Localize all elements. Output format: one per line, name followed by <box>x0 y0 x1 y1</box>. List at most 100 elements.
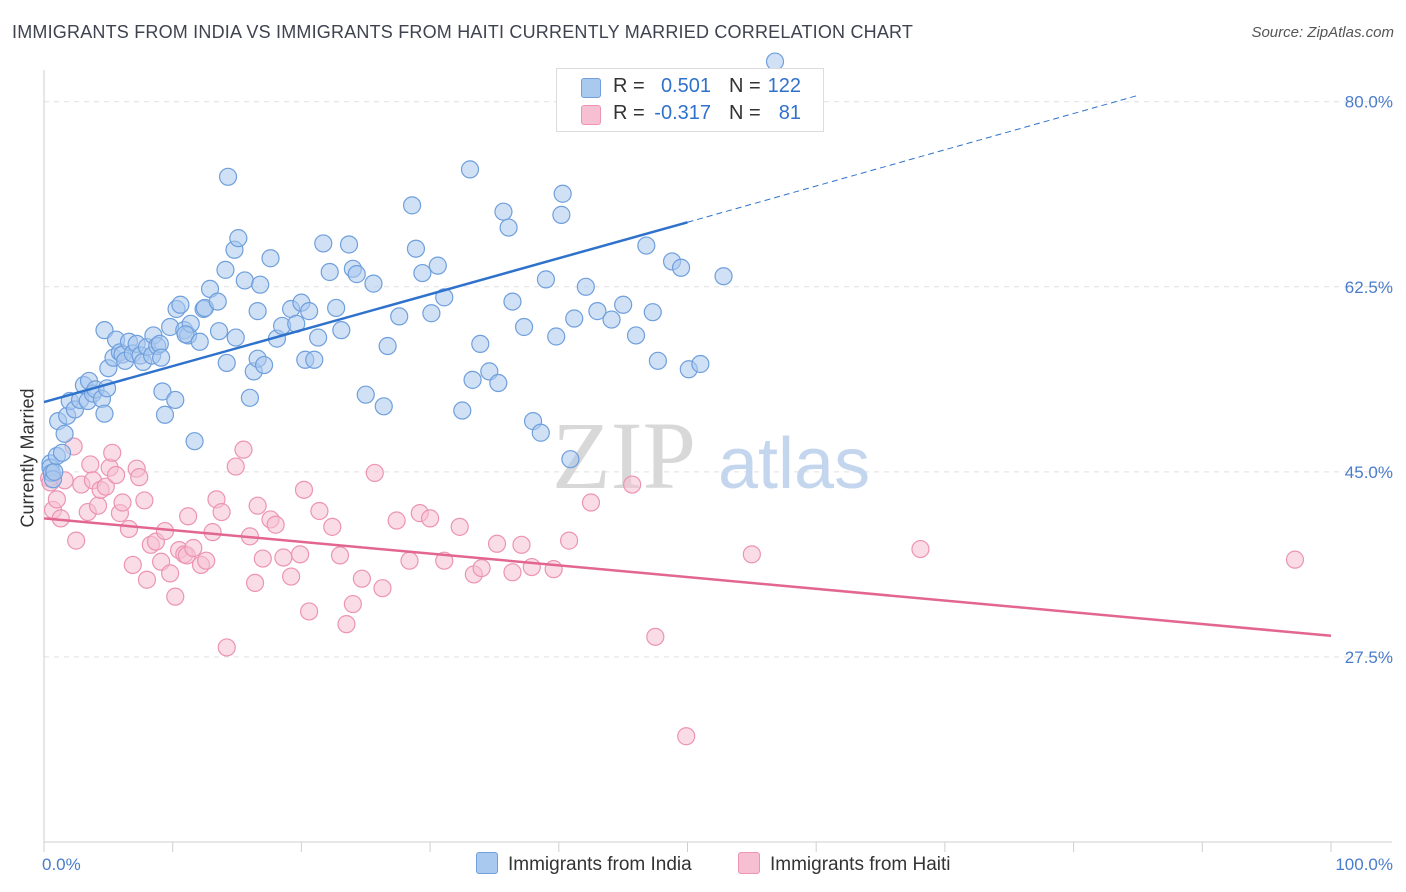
haiti-point <box>234 440 253 459</box>
haiti-point <box>337 615 356 634</box>
haiti-point <box>387 511 406 530</box>
india-point <box>494 202 513 221</box>
india-point <box>45 462 64 481</box>
india-point <box>588 302 607 321</box>
india-point <box>402 196 422 215</box>
haiti-point <box>130 468 149 487</box>
india-point <box>671 258 691 277</box>
india-point <box>300 302 319 321</box>
india-point <box>55 424 74 443</box>
bottom-legend-india: Immigrants from India <box>476 852 692 876</box>
haiti-point <box>677 727 696 746</box>
india-point <box>499 218 518 237</box>
y-tick-label: 27.5% <box>1345 648 1393 667</box>
haiti-point <box>300 602 319 621</box>
watermark: ZIP atlas <box>552 402 870 509</box>
grid-lines <box>44 101 1392 658</box>
haiti-point <box>352 569 371 588</box>
haiti-point <box>217 638 236 657</box>
haiti-point <box>184 538 203 558</box>
haiti-point <box>113 493 132 512</box>
india-point <box>240 388 260 407</box>
india-point <box>637 236 656 255</box>
india-point <box>332 321 351 340</box>
haiti-point <box>559 531 579 550</box>
haiti-point <box>47 490 66 509</box>
haiti-point <box>266 515 285 534</box>
india-point <box>460 160 480 179</box>
india-trend-line <box>43 221 688 404</box>
chart-title: IMMIGRANTS FROM INDIA VS IMMIGRANTS FROM… <box>12 22 914 42</box>
haiti-point <box>161 564 180 583</box>
india-point <box>155 405 175 424</box>
haiti-point <box>421 509 440 528</box>
haiti-point <box>96 477 115 496</box>
india-point <box>152 348 171 367</box>
chart-source: Source: ZipAtlas.com <box>1251 24 1394 41</box>
x-tick-label: 100.0% <box>1335 855 1393 874</box>
haiti-point <box>88 496 108 515</box>
legend-r-label: R = <box>613 102 645 124</box>
haiti-point <box>166 587 185 606</box>
axes <box>43 70 1392 852</box>
correlation-legend: R = 0.501 N = 122 R = -0.317 N = 81 <box>556 68 824 132</box>
india-point <box>254 355 274 375</box>
haiti-point <box>245 573 265 593</box>
haiti-point <box>282 567 301 586</box>
india-point <box>378 336 397 356</box>
y-tick-label: 80.0% <box>1345 93 1393 112</box>
india-point <box>166 390 185 410</box>
haiti-point <box>330 546 350 565</box>
india-point <box>305 350 324 369</box>
india-point <box>390 307 409 326</box>
india-point <box>309 328 328 347</box>
haiti-point <box>291 545 310 564</box>
india-point <box>626 326 646 345</box>
india-point <box>453 401 472 420</box>
india-point <box>553 184 572 203</box>
india-point <box>356 385 375 404</box>
haiti-point <box>323 517 342 536</box>
bottom-legend-label-haiti: Immigrants from Haiti <box>770 854 951 875</box>
haiti-point <box>450 517 469 536</box>
india-point <box>176 325 195 344</box>
india-point <box>565 309 584 328</box>
haiti-point <box>294 480 314 499</box>
india-point <box>171 295 190 314</box>
haiti-point <box>135 491 154 510</box>
haiti-series <box>40 437 1305 746</box>
watermark-atlas: atlas <box>718 424 870 504</box>
haiti-point <box>253 549 272 568</box>
haiti-point <box>274 548 293 567</box>
india-point <box>547 327 566 346</box>
haiti-point <box>123 555 142 575</box>
y-tick-label: 62.5% <box>1345 278 1393 297</box>
haiti-point <box>343 594 362 614</box>
haiti-point <box>310 501 329 521</box>
haiti-point <box>400 551 419 570</box>
haiti-point <box>103 443 122 462</box>
india-point <box>320 262 339 282</box>
india-point <box>643 303 662 322</box>
india-point <box>364 274 383 293</box>
legend-row-india: R = 0.501 N = 122 <box>557 73 823 101</box>
legend-n-value-india: 122 <box>767 75 801 97</box>
india-point <box>235 271 254 290</box>
bottom-legend-swatch-india <box>476 852 498 874</box>
india-point <box>185 432 204 451</box>
legend-n-value-haiti: 81 <box>778 102 801 124</box>
haiti-point <box>81 455 100 474</box>
india-point <box>226 328 245 347</box>
india-point <box>413 263 432 283</box>
india-point <box>347 265 366 284</box>
trend-lines <box>43 94 1332 638</box>
haiti-point <box>487 534 507 553</box>
india-point <box>217 353 236 373</box>
haiti-point <box>472 558 491 578</box>
india-point <box>153 382 172 401</box>
haiti-point <box>373 579 392 598</box>
india-point <box>428 256 447 275</box>
legend-swatch-haiti <box>581 105 601 125</box>
india-point <box>261 249 280 268</box>
india-point <box>216 260 235 279</box>
